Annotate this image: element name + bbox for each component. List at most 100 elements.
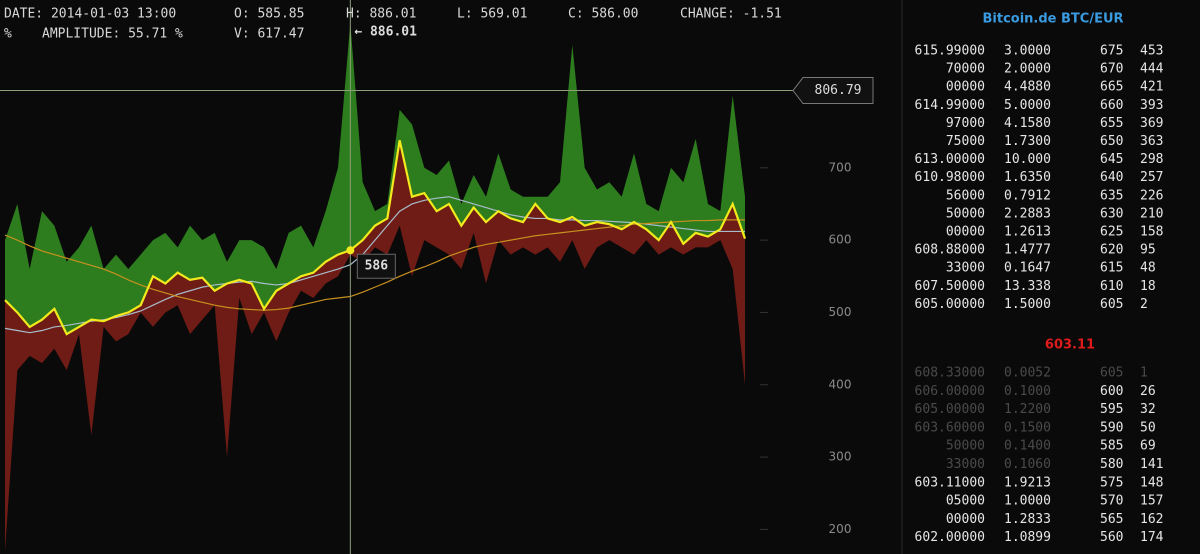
book-level: 565 bbox=[1100, 512, 1123, 527]
book-price: 50000 bbox=[946, 439, 985, 454]
percent: % bbox=[4, 27, 12, 42]
book-count: 18 bbox=[1140, 279, 1156, 294]
book-level: 610 bbox=[1100, 279, 1123, 294]
y-tick-label: 700 bbox=[829, 160, 852, 174]
book-count: 69 bbox=[1140, 439, 1156, 454]
y-tick-label: 300 bbox=[829, 450, 852, 464]
book-amount: 4.4880 bbox=[1004, 80, 1051, 95]
book-amount: 1.4777 bbox=[1004, 243, 1051, 258]
book-amount: 5.0000 bbox=[1004, 98, 1051, 113]
hover-point bbox=[346, 246, 355, 255]
book-amount: 2.0000 bbox=[1004, 62, 1051, 77]
book-price: 614.99000 bbox=[915, 98, 985, 113]
high: H: 886.01 bbox=[346, 7, 416, 22]
book-amount: 0.1060 bbox=[1004, 457, 1051, 472]
book-count: 298 bbox=[1140, 152, 1163, 167]
book-count: 48 bbox=[1140, 261, 1156, 276]
book-count: 421 bbox=[1140, 80, 1163, 95]
book-count: 2 bbox=[1140, 297, 1148, 312]
book-price: 33000 bbox=[946, 457, 985, 472]
book-level: 620 bbox=[1100, 243, 1123, 258]
book-count: 162 bbox=[1140, 512, 1163, 527]
book-amount: 1.0899 bbox=[1004, 530, 1051, 545]
y-tick-label: 200 bbox=[829, 522, 852, 536]
book-amount: 1.0000 bbox=[1004, 494, 1051, 509]
book-price: 75000 bbox=[946, 134, 985, 149]
book-count: 141 bbox=[1140, 457, 1163, 472]
book-count: 26 bbox=[1140, 384, 1156, 399]
book-amount: 4.1580 bbox=[1004, 116, 1051, 131]
book-price: 606.00000 bbox=[915, 384, 985, 399]
book-title: Bitcoin.de BTC/EUR bbox=[982, 12, 1123, 27]
price-band bbox=[5, 140, 745, 552]
book-level: 630 bbox=[1100, 206, 1123, 221]
book-level: 655 bbox=[1100, 116, 1123, 131]
book-level: 605 bbox=[1100, 366, 1123, 381]
low: L: 569.01 bbox=[457, 7, 527, 22]
book-price: 00000 bbox=[946, 80, 985, 95]
book-level: 600 bbox=[1100, 384, 1123, 399]
book-price: 00000 bbox=[946, 225, 985, 240]
book-count: 50 bbox=[1140, 420, 1156, 435]
book-price: 50000 bbox=[946, 206, 985, 221]
amplitude: AMPLITUDE: 55.71 % bbox=[42, 27, 183, 42]
book-amount: 1.2833 bbox=[1004, 512, 1051, 527]
book-price: 605.00000 bbox=[915, 402, 985, 417]
change: CHANGE: -1.51 bbox=[680, 7, 782, 22]
book-amount: 1.9213 bbox=[1004, 475, 1051, 490]
book-price: 70000 bbox=[946, 62, 985, 77]
book-level: 590 bbox=[1100, 420, 1123, 435]
book-amount: 1.5000 bbox=[1004, 297, 1051, 312]
y-tick-label: 400 bbox=[829, 377, 852, 391]
y-tick-label: 500 bbox=[829, 305, 852, 319]
book-level: 575 bbox=[1100, 475, 1123, 490]
book-price: 97000 bbox=[946, 116, 985, 131]
book-price: 33000 bbox=[946, 261, 985, 276]
hover-box bbox=[356, 253, 396, 279]
book-amount: 0.1400 bbox=[1004, 439, 1051, 454]
volume: V: 617.47 bbox=[234, 27, 304, 42]
book-amount: 3.0000 bbox=[1004, 44, 1051, 59]
price-chart: 200 300 400 500 600 700 806.79 586 ← 886.01 bbox=[0, 0, 874, 554]
book-amount: 1.2613 bbox=[1004, 225, 1051, 240]
book-count: 1 bbox=[1140, 366, 1148, 381]
last-price: 603.11 bbox=[1045, 338, 1095, 353]
book-count: 444 bbox=[1140, 62, 1164, 77]
book-count: 95 bbox=[1140, 243, 1156, 258]
book-count: 363 bbox=[1140, 134, 1163, 149]
book-amount: 1.6350 bbox=[1004, 170, 1051, 185]
cursor-price: 806.79 bbox=[815, 83, 862, 98]
book-amount: 1.2200 bbox=[1004, 402, 1051, 417]
book-price: 00000 bbox=[946, 512, 985, 527]
order-book: 615.99000 3.0000 675 453 70000 2.0000 670 444 00… bbox=[915, 44, 1164, 546]
book-level: 645 bbox=[1100, 152, 1123, 167]
book-amount: 0.7912 bbox=[1004, 188, 1051, 203]
book-level: 650 bbox=[1100, 134, 1123, 149]
book-count: 157 bbox=[1140, 494, 1163, 509]
close-line bbox=[4, 140, 747, 336]
book-level: 675 bbox=[1100, 44, 1123, 59]
book-count: 148 bbox=[1140, 475, 1163, 490]
book-level: 605 bbox=[1100, 297, 1123, 312]
book-count: 393 bbox=[1140, 98, 1163, 113]
book-level: 670 bbox=[1100, 62, 1123, 77]
book-price: 613.00000 bbox=[915, 152, 985, 167]
book-price: 608.33000 bbox=[915, 366, 985, 381]
book-count: 226 bbox=[1140, 188, 1163, 203]
book-count: 210 bbox=[1140, 206, 1163, 221]
high-label: ← 886.01 bbox=[354, 25, 417, 40]
open: O: 585.85 bbox=[234, 7, 304, 22]
book-amount: 13.338 bbox=[1004, 279, 1051, 294]
book-level: 660 bbox=[1100, 98, 1123, 113]
book-price: 607.50000 bbox=[915, 279, 985, 294]
book-count: 453 bbox=[1140, 44, 1163, 59]
book-price: 603.60000 bbox=[915, 420, 985, 435]
book-price: 05000 bbox=[946, 494, 985, 509]
book-level: 595 bbox=[1100, 402, 1123, 417]
book-amount: 0.1000 bbox=[1004, 384, 1051, 399]
book-price: 608.88000 bbox=[915, 243, 985, 258]
book-price: 610.98000 bbox=[915, 170, 985, 185]
close: C: 586.00 bbox=[568, 7, 638, 22]
book-amount: 0.0052 bbox=[1004, 366, 1051, 381]
moving-average bbox=[4, 219, 745, 311]
